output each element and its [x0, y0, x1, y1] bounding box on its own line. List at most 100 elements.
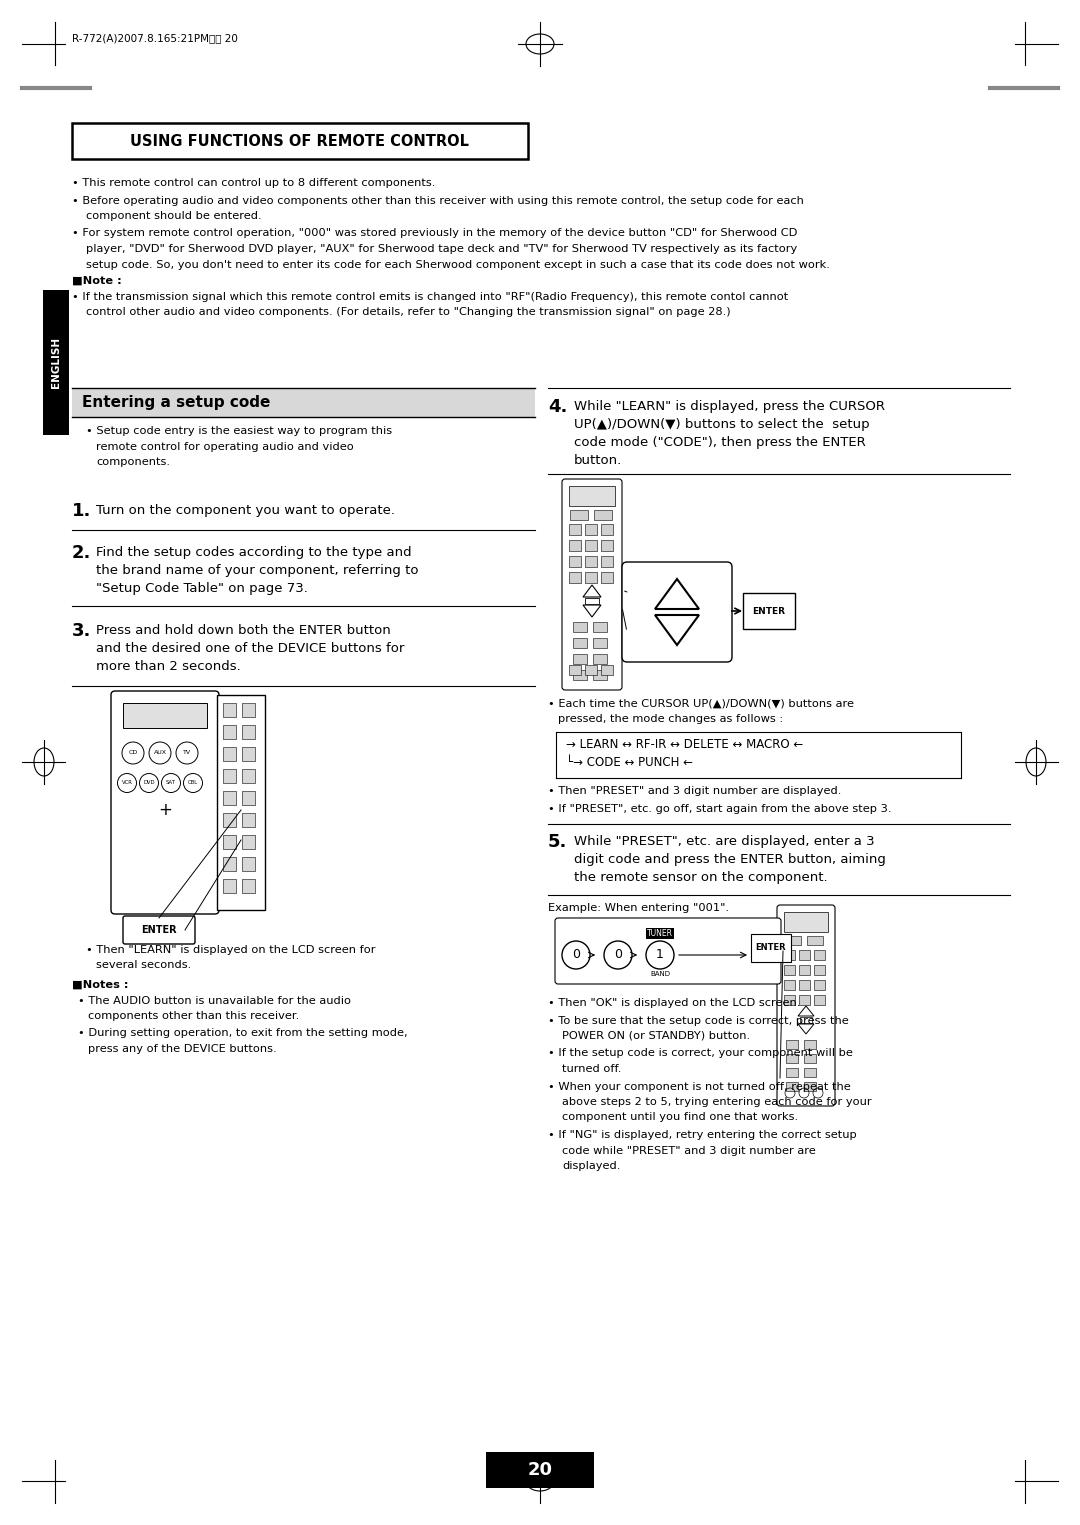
Bar: [799, 965, 810, 974]
Text: 0: 0: [615, 949, 622, 961]
Bar: [799, 994, 810, 1005]
Bar: [600, 572, 613, 583]
Text: displayed.: displayed.: [562, 1161, 620, 1171]
Text: • When your component is not turned off, repeat the: • When your component is not turned off,…: [548, 1081, 851, 1092]
Text: 3.: 3.: [72, 622, 92, 640]
Text: While "LEARN" is displayed, press the CURSOR: While "LEARN" is displayed, press the CU…: [573, 400, 885, 413]
Bar: [799, 981, 810, 990]
Text: TV: TV: [183, 750, 191, 755]
Bar: [242, 703, 255, 717]
Text: ENTER: ENTER: [756, 944, 786, 953]
Bar: [807, 936, 823, 946]
Bar: [804, 1068, 816, 1077]
Text: • Then "PRESET" and 3 digit number are displayed.: • Then "PRESET" and 3 digit number are d…: [548, 785, 841, 796]
Bar: [786, 1040, 798, 1049]
Bar: [804, 1054, 816, 1063]
Text: the remote sensor on the component.: the remote sensor on the component.: [573, 871, 827, 884]
Bar: [242, 791, 255, 805]
Text: POWER ON (or STANDBY) button.: POWER ON (or STANDBY) button.: [562, 1031, 751, 1042]
Bar: [573, 669, 588, 680]
Text: ENGLISH: ENGLISH: [51, 337, 60, 387]
Bar: [585, 525, 597, 535]
FancyBboxPatch shape: [562, 479, 622, 689]
Bar: [242, 857, 255, 871]
Bar: [222, 857, 237, 871]
Text: TUNER: TUNER: [647, 929, 673, 938]
Bar: [569, 557, 581, 567]
Bar: [222, 747, 237, 761]
Bar: [593, 669, 607, 680]
Bar: [573, 637, 588, 648]
Bar: [814, 994, 825, 1005]
Bar: [242, 747, 255, 761]
Bar: [585, 598, 599, 604]
FancyBboxPatch shape: [777, 904, 835, 1106]
Text: 20: 20: [527, 1461, 553, 1479]
Text: component until you find one that works.: component until you find one that works.: [562, 1113, 798, 1122]
Text: 5.: 5.: [548, 833, 567, 851]
Text: • This remote control can control up to 8 different components.: • This remote control can control up to …: [72, 178, 435, 188]
Bar: [573, 622, 588, 631]
FancyBboxPatch shape: [111, 691, 219, 913]
Text: • Each time the CURSOR UP(▲)/DOWN(▼) buttons are: • Each time the CURSOR UP(▲)/DOWN(▼) but…: [548, 698, 854, 709]
Bar: [569, 665, 581, 676]
Bar: [585, 540, 597, 551]
Text: ■Note :: ■Note :: [72, 276, 122, 287]
Text: USING FUNCTIONS OF REMOTE CONTROL: USING FUNCTIONS OF REMOTE CONTROL: [131, 134, 470, 148]
Text: Find the setup codes according to the type and: Find the setup codes according to the ty…: [96, 546, 411, 560]
Bar: [72, 389, 535, 416]
Bar: [569, 525, 581, 535]
Text: R-772(A)2007.8.165:21PM　　 20: R-772(A)2007.8.165:21PM 20: [72, 34, 238, 43]
Text: 1.: 1.: [72, 502, 92, 520]
Bar: [593, 637, 607, 648]
Bar: [593, 654, 607, 663]
Text: 1: 1: [656, 949, 664, 961]
Bar: [242, 836, 255, 849]
Text: components other than this receiver.: components other than this receiver.: [87, 1011, 299, 1022]
Bar: [814, 981, 825, 990]
Text: several seconds.: several seconds.: [96, 961, 191, 970]
Text: code while "PRESET" and 3 digit number are: code while "PRESET" and 3 digit number a…: [562, 1145, 815, 1156]
Text: While "PRESET", etc. are displayed, enter a 3: While "PRESET", etc. are displayed, ente…: [573, 836, 875, 848]
Text: above steps 2 to 5, trying entering each code for your: above steps 2 to 5, trying entering each…: [562, 1096, 872, 1107]
Bar: [814, 965, 825, 974]
Bar: [43, 290, 69, 435]
Bar: [594, 509, 612, 520]
Bar: [573, 654, 588, 663]
Text: 2.: 2.: [72, 544, 92, 563]
Text: • Then "LEARN" is displayed on the LCD screen for: • Then "LEARN" is displayed on the LCD s…: [86, 946, 376, 955]
Text: button.: button.: [573, 454, 622, 467]
Bar: [222, 878, 237, 894]
Text: UP(▲)/DOWN(▼) buttons to select the  setup: UP(▲)/DOWN(▼) buttons to select the setu…: [573, 418, 869, 432]
Text: turned off.: turned off.: [562, 1064, 621, 1074]
FancyBboxPatch shape: [72, 124, 528, 159]
Text: Turn on the component you want to operate.: Turn on the component you want to operat…: [96, 503, 395, 517]
FancyBboxPatch shape: [123, 917, 195, 944]
Bar: [784, 994, 795, 1005]
Bar: [242, 769, 255, 782]
Text: • If "PRESET", etc. go off, start again from the above step 3.: • If "PRESET", etc. go off, start again …: [548, 804, 891, 813]
Text: "Setup Code Table" on page 73.: "Setup Code Table" on page 73.: [96, 583, 308, 595]
Bar: [814, 950, 825, 961]
Text: ■Notes :: ■Notes :: [72, 981, 129, 990]
Text: ENTER: ENTER: [753, 607, 785, 616]
FancyBboxPatch shape: [743, 593, 795, 628]
Text: • Then "OK" is displayed on the LCD screen.: • Then "OK" is displayed on the LCD scre…: [548, 997, 800, 1008]
Text: DVD: DVD: [144, 781, 154, 785]
Bar: [222, 724, 237, 740]
Text: • The AUDIO button is unavailable for the audio: • The AUDIO button is unavailable for th…: [78, 996, 351, 1005]
Bar: [800, 1017, 812, 1023]
Bar: [600, 557, 613, 567]
Text: code mode ("CODE"), then press the ENTER: code mode ("CODE"), then press the ENTER: [573, 436, 866, 448]
Text: • If "NG" is displayed, retry entering the correct setup: • If "NG" is displayed, retry entering t…: [548, 1130, 856, 1141]
Text: pressed, the mode changes as follows :: pressed, the mode changes as follows :: [558, 715, 783, 724]
Text: TUNER: TUNER: [647, 929, 673, 938]
FancyBboxPatch shape: [622, 563, 732, 662]
Text: Example: When entering "001".: Example: When entering "001".: [548, 903, 729, 913]
Text: • For system remote control operation, "000" was stored previously in the memory: • For system remote control operation, "…: [72, 229, 797, 238]
Text: • Before operating audio and video components other than this receiver with usin: • Before operating audio and video compo…: [72, 195, 804, 206]
FancyBboxPatch shape: [751, 933, 791, 962]
Text: control other audio and video components. (For details, refer to "Changing the t: control other audio and video components…: [86, 307, 731, 317]
Bar: [786, 1054, 798, 1063]
Bar: [123, 703, 207, 727]
